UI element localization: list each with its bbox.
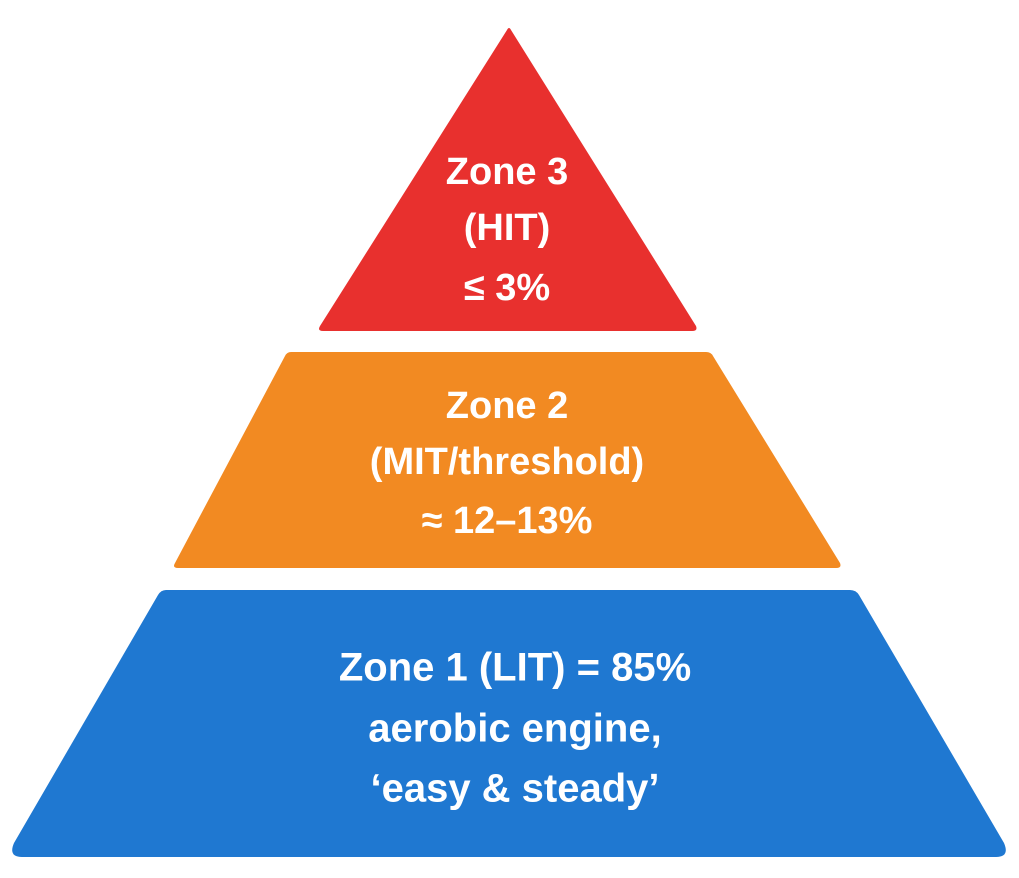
tier-label: Zone 2 [446,385,568,427]
zone-1-tier [12,590,1006,857]
tier-label: Zone 3 [446,151,568,193]
tier-label: ≤ 3% [464,267,550,309]
tier-label: Zone 1 (LIT) = 85% [339,646,691,690]
tier-label: aerobic engine, [368,707,661,751]
zone-2-tier [174,352,841,568]
tier-label: ‘easy & steady’ [370,767,659,811]
tier-label: ≈ 12–13% [422,500,593,542]
tier-label: (HIT) [464,207,551,249]
tier-label: (MIT/threshold) [370,441,644,483]
zone-3-tier [319,28,697,331]
